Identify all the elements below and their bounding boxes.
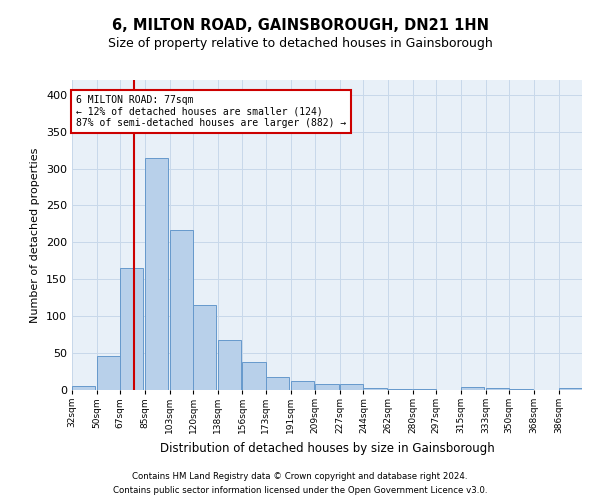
Text: Size of property relative to detached houses in Gainsborough: Size of property relative to detached ho…: [107, 38, 493, 51]
Bar: [486, 388, 509, 390]
Bar: [340, 384, 364, 390]
Bar: [193, 305, 217, 390]
Bar: [266, 376, 289, 390]
Bar: [72, 386, 95, 390]
Bar: [364, 388, 387, 390]
Text: 6, MILTON ROAD, GAINSBOROUGH, DN21 1HN: 6, MILTON ROAD, GAINSBOROUGH, DN21 1HN: [112, 18, 488, 32]
Bar: [97, 356, 120, 390]
Y-axis label: Number of detached properties: Number of detached properties: [31, 148, 40, 322]
Bar: [388, 388, 412, 390]
Bar: [290, 381, 314, 390]
Bar: [559, 388, 582, 390]
Bar: [218, 340, 241, 390]
Bar: [170, 230, 193, 390]
Bar: [461, 387, 484, 390]
Text: 6 MILTON ROAD: 77sqm
← 12% of detached houses are smaller (124)
87% of semi-deta: 6 MILTON ROAD: 77sqm ← 12% of detached h…: [76, 95, 346, 128]
Bar: [242, 362, 266, 390]
Bar: [120, 268, 143, 390]
Bar: [316, 384, 338, 390]
Text: Contains HM Land Registry data © Crown copyright and database right 2024.: Contains HM Land Registry data © Crown c…: [132, 472, 468, 481]
X-axis label: Distribution of detached houses by size in Gainsborough: Distribution of detached houses by size …: [160, 442, 494, 454]
Bar: [145, 158, 168, 390]
Text: Contains public sector information licensed under the Open Government Licence v3: Contains public sector information licen…: [113, 486, 487, 495]
